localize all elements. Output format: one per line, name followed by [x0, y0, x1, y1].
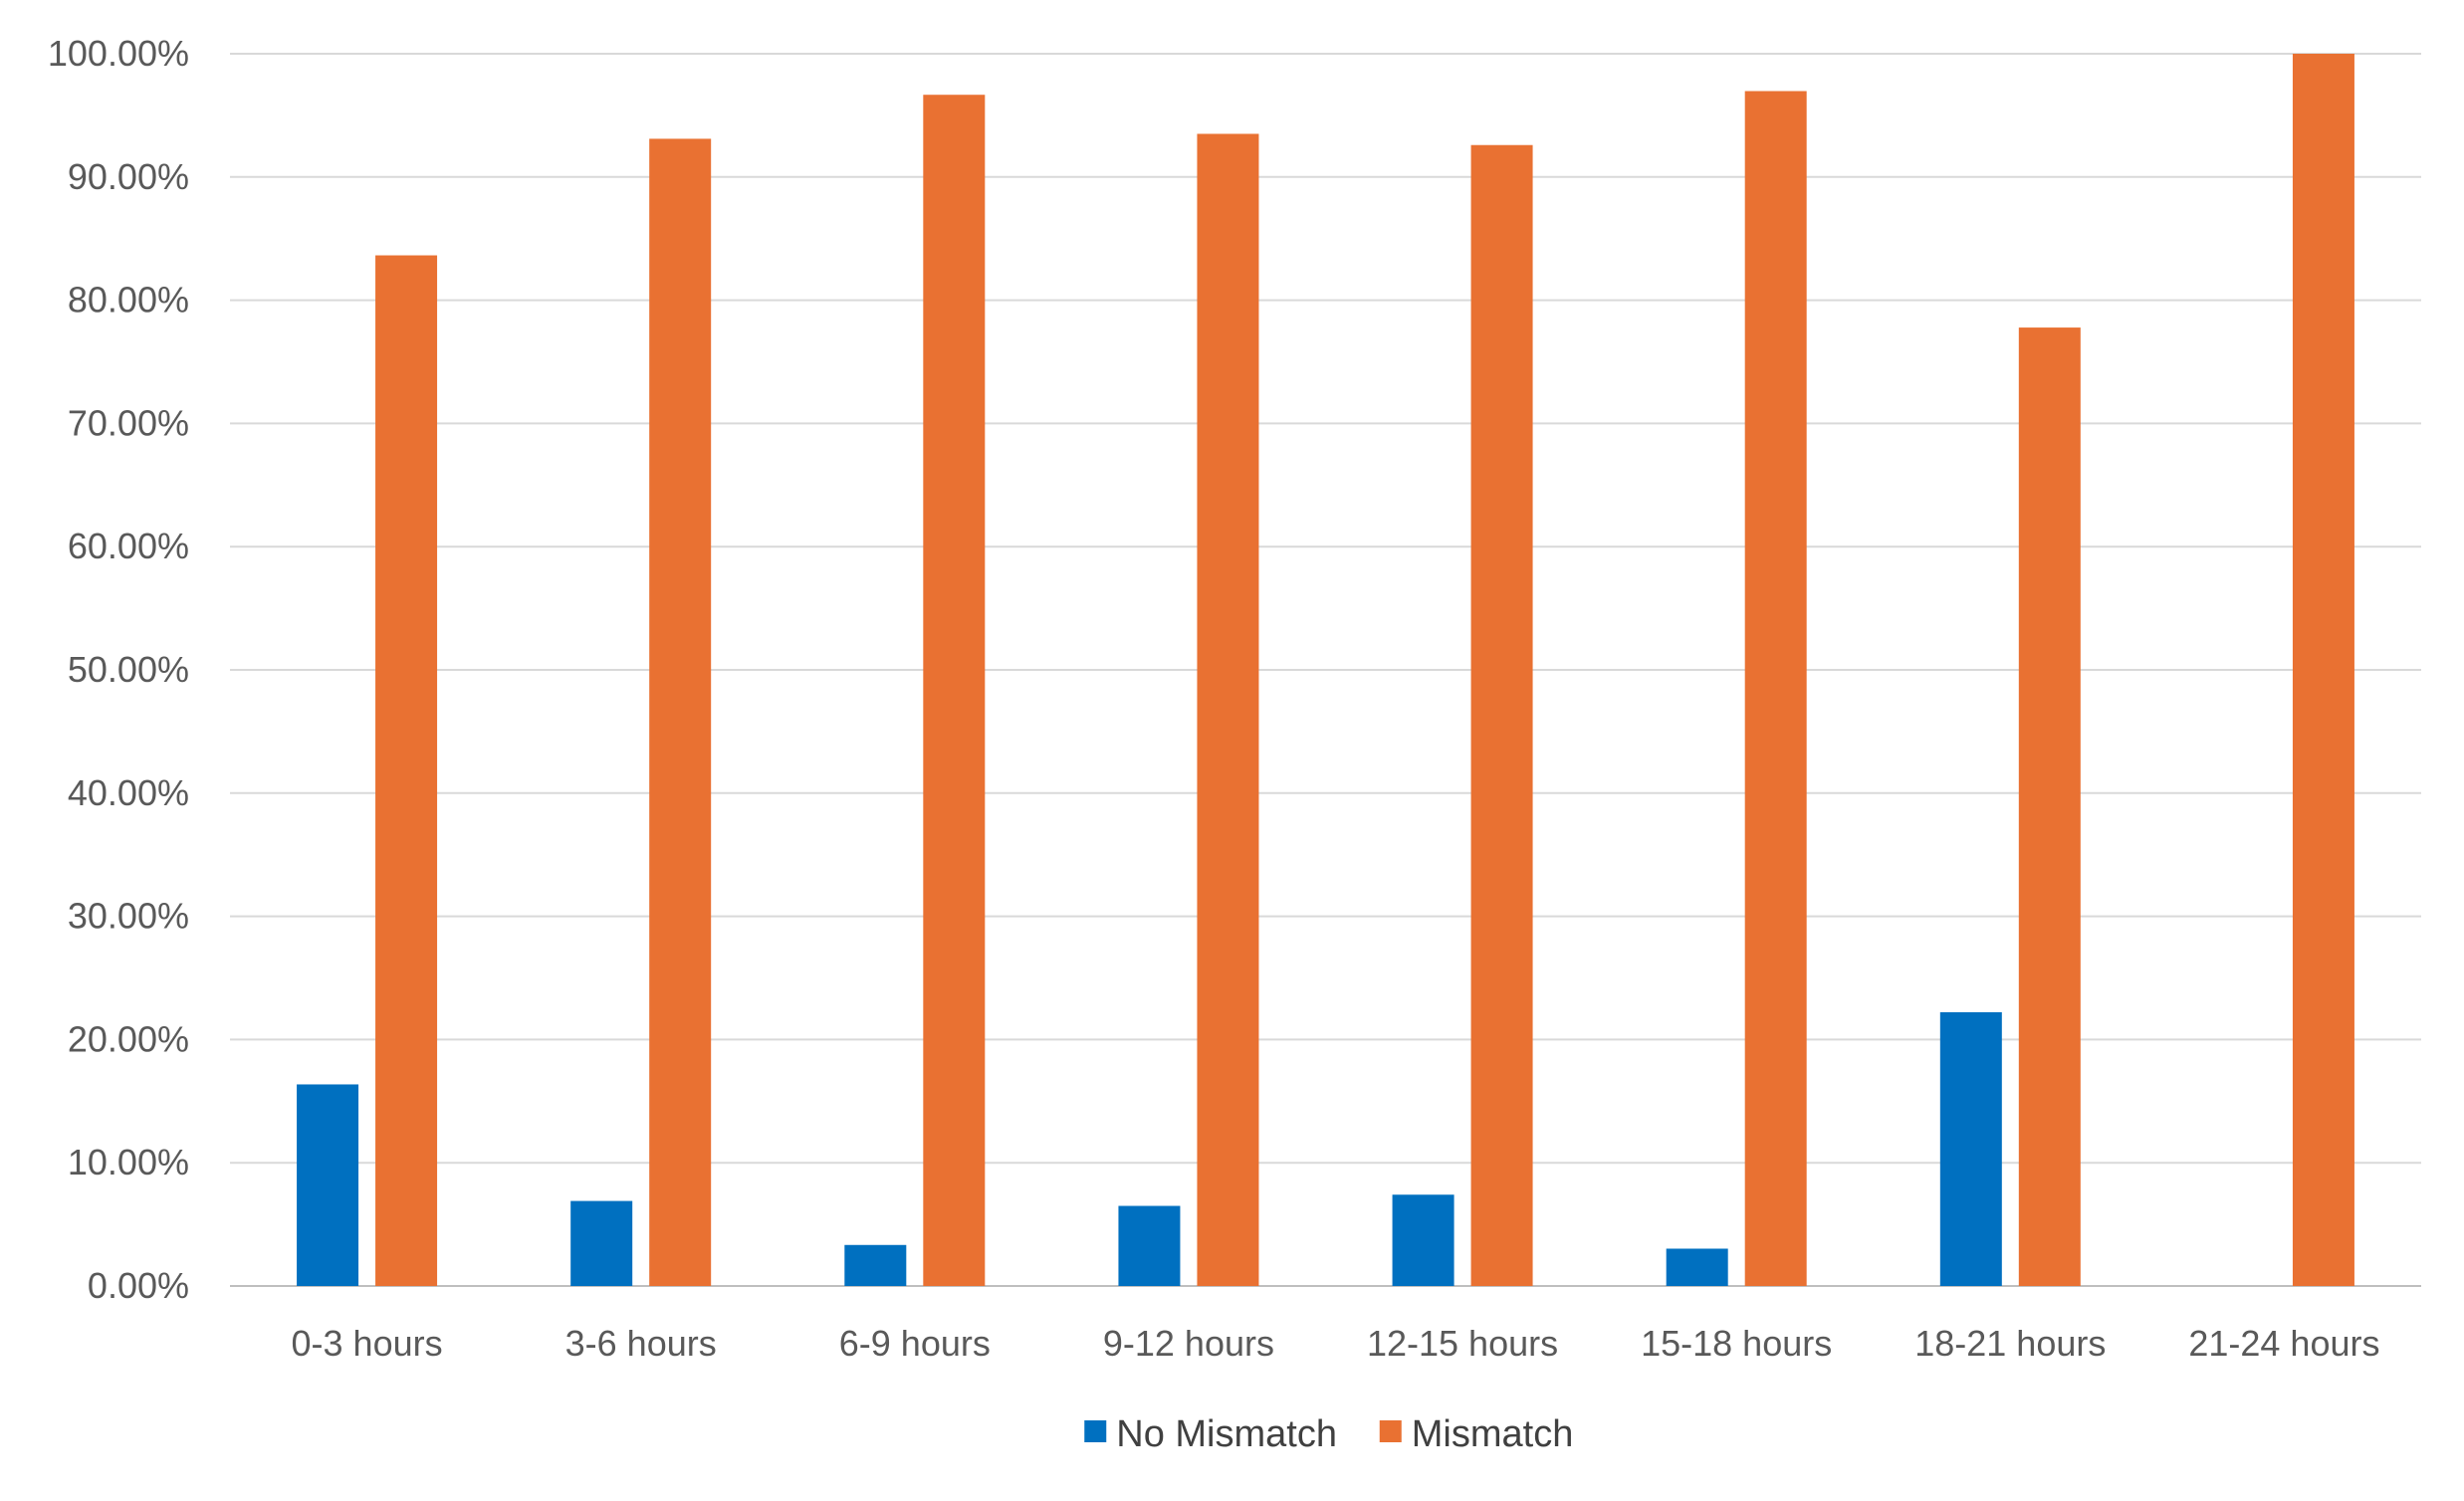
bar-mismatch [923, 95, 986, 1287]
bar-no-mismatch [297, 1084, 359, 1286]
x-tick-label: 18-21 hours [1914, 1323, 2106, 1364]
bar-mismatch [1470, 144, 1533, 1286]
bar-no-mismatch [1666, 1248, 1728, 1286]
y-tick-label: 90.00% [68, 156, 189, 197]
y-tick-label: 30.00% [68, 896, 189, 937]
y-tick-label: 70.00% [68, 402, 189, 443]
legend-label: No Mismatch [1116, 1413, 1337, 1455]
x-tick-label: 0-3 hours [292, 1323, 443, 1364]
bar-no-mismatch [570, 1200, 633, 1286]
legend: No Mismatch Mismatch [1084, 1413, 1573, 1455]
bar-no-mismatch [844, 1244, 907, 1286]
y-tick-label: 40.00% [68, 772, 189, 813]
x-tick-label: 12-15 hours [1367, 1323, 1558, 1364]
legend-label: Mismatch [1412, 1413, 1574, 1455]
y-tick-label: 20.00% [68, 1018, 189, 1059]
x-tick-label: 15-18 hours [1641, 1323, 1832, 1364]
bar-mismatch [649, 138, 712, 1286]
gridlines [230, 53, 2421, 1287]
legend-swatch [1084, 1420, 1107, 1442]
x-axis-ticks: 0-3 hours 3-6 hours 6-9 hours 9-12 hours 12-… [292, 1323, 2380, 1364]
x-tick-label: 9-12 hours [1103, 1323, 1274, 1364]
x-tick-label: 3-6 hours [565, 1323, 717, 1364]
y-tick-label: 100.00% [48, 33, 189, 74]
y-tick-label: 10.00% [68, 1142, 189, 1182]
bar-no-mismatch [1939, 1011, 2002, 1286]
y-tick-label: 50.00% [68, 649, 189, 690]
y-axis-ticks: 0.00% 10.00% 20.00% 30.00% 40.00% 50.00% 60.00… [48, 33, 189, 1306]
x-tick-label: 6-9 hours [839, 1323, 991, 1364]
bar-mismatch [1197, 133, 1259, 1287]
x-tick-label: 21-24 hours [2188, 1323, 2379, 1364]
y-tick-label: 80.00% [68, 280, 189, 321]
bar-mismatch [1744, 91, 1807, 1287]
y-tick-label: 60.00% [68, 526, 189, 566]
y-tick-label: 0.00% [88, 1265, 189, 1306]
bar-no-mismatch [1392, 1194, 1455, 1286]
bar-mismatch [2292, 54, 2354, 1286]
bar-mismatch [375, 255, 438, 1286]
legend-swatch [1379, 1420, 1402, 1442]
bar-mismatch [2018, 327, 2081, 1286]
bar-no-mismatch [1118, 1205, 1181, 1286]
bars [297, 54, 2354, 1287]
